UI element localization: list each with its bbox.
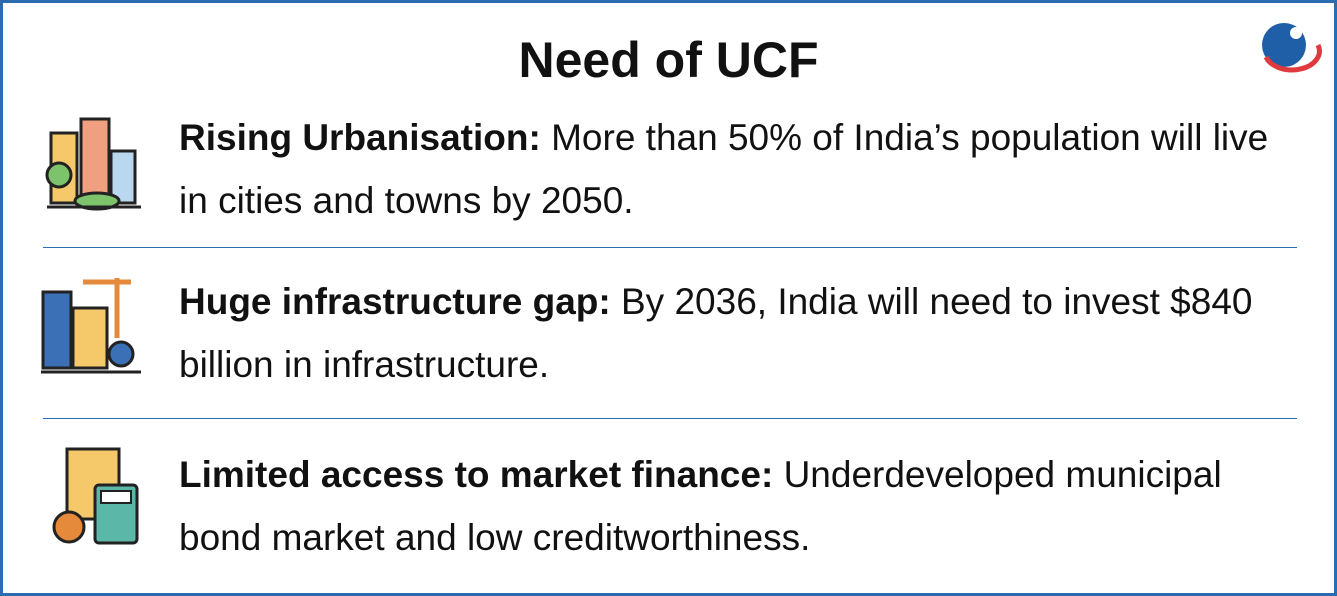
item-body: Underdeveloped municipal bond market and… [179, 454, 1222, 558]
logo [1262, 23, 1322, 73]
item-body: By 2036, India will need to invest $840 … [179, 281, 1253, 385]
item-heading: Rising Urbanisation: [179, 117, 541, 158]
city-icon [45, 117, 141, 211]
item-text: Limited access to market finance: Underd… [179, 443, 1289, 569]
title: Need of UCF [518, 32, 819, 88]
separator [43, 418, 1297, 419]
finance-icon [52, 447, 139, 545]
item-heading: Limited access to market finance: [179, 454, 774, 495]
separator [43, 247, 1297, 248]
infrastructure-icon [41, 278, 141, 374]
item-text: Rising Urbanisation: More than 50% of In… [179, 106, 1289, 232]
item-body: More than 50% of India’s population will… [179, 117, 1269, 221]
item-heading: Huge infrastructure gap: [179, 281, 611, 322]
item-text: Huge infrastructure gap: By 2036, India … [179, 270, 1289, 396]
